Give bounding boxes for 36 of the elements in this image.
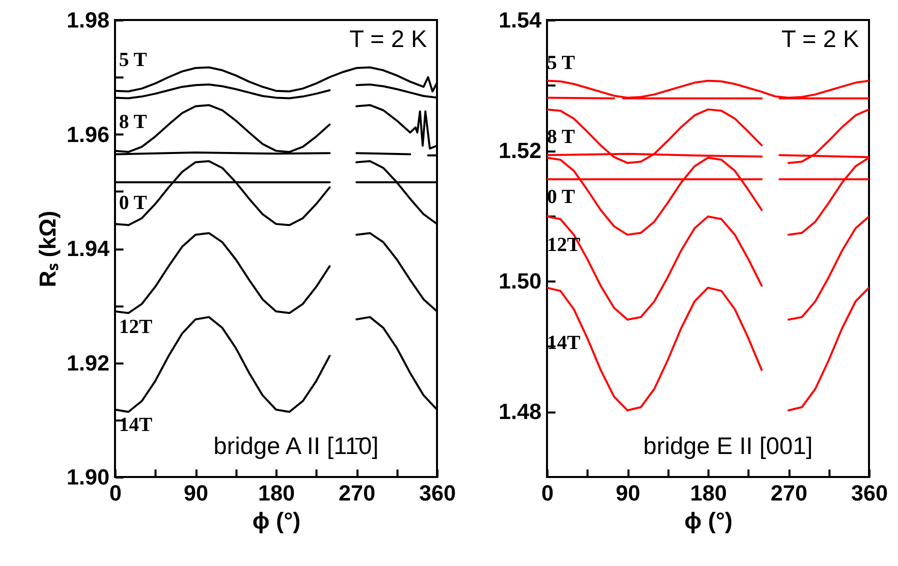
annotation: 0 T	[119, 192, 148, 214]
annotation: bridge A II [11̄0]	[213, 433, 379, 460]
annotation: T = 2 K	[349, 26, 427, 53]
annotation: 14T	[547, 332, 581, 354]
y-tick-label: 1.92	[66, 350, 110, 376]
x-tick-label: 90	[184, 480, 208, 506]
x-axis-title: ϕ (°)	[684, 508, 733, 534]
y-tick-label: 1.48	[498, 399, 542, 424]
x-tick-label: 270	[770, 480, 808, 506]
annotation: 8 T	[119, 111, 148, 133]
x-tick-label: 0	[541, 480, 554, 506]
x-tick-label: 180	[258, 480, 295, 506]
annotation: 14T	[119, 414, 153, 436]
x-tick-label: 90	[616, 480, 640, 506]
y-axis-title: Rₛ (kΩ)	[34, 210, 61, 288]
y-tick-label: 1.50	[498, 268, 542, 294]
y-tick-label: 1.96	[66, 122, 110, 147]
y-tick-label: 1.52	[498, 138, 542, 164]
y-tick-label: 1.98	[66, 8, 110, 32]
x-tick-label: 360	[419, 480, 456, 506]
annotation: 0 T	[547, 186, 576, 208]
x-tick-label: 180	[690, 480, 727, 506]
x-axis-title: ϕ (°)	[252, 508, 301, 534]
annotation: 5 T	[547, 52, 576, 74]
x-tick-label: 0	[109, 480, 122, 506]
annotation: 5 T	[119, 49, 148, 71]
annotation: bridge E II [001]	[643, 433, 813, 460]
y-tick-label: 1.90	[66, 464, 110, 490]
y-tick-label: 1.54	[498, 8, 542, 32]
x-tick-label: 360	[851, 480, 888, 506]
y-tick-label: 1.94	[66, 236, 110, 261]
annotation: 8 T	[547, 126, 576, 148]
annotation: T = 2 K	[781, 26, 859, 53]
annotation: 12T	[547, 234, 581, 256]
annotation: 12T	[119, 316, 153, 338]
x-tick-label: 270	[338, 480, 376, 506]
